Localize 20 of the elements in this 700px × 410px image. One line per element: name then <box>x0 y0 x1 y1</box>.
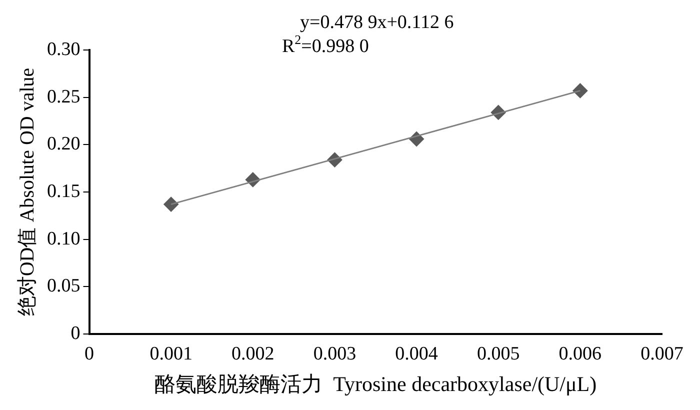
y-tick-label: 0.10 <box>47 228 80 250</box>
x-tick-label: 0.005 <box>476 343 520 364</box>
x-tick-label: 0.006 <box>558 343 602 364</box>
x-tick-label: 0.004 <box>395 343 438 364</box>
x-tick-label: 0.002 <box>232 343 274 364</box>
y-tick-label: 0 <box>70 322 80 344</box>
x-tick-label: 0.001 <box>150 343 192 364</box>
x-tick-label: 0.007 <box>640 343 684 364</box>
point <box>164 196 179 212</box>
y-tick-label: 0.20 <box>47 134 80 155</box>
x-axis-title: 酪氨酸脱羧酶活力 Tyrosine decarboxylase/(U/μL) <box>154 372 597 396</box>
point <box>572 83 588 98</box>
y-tick-label: 0.15 <box>47 180 80 202</box>
x-tick-label: 0 <box>84 343 94 364</box>
y-tick-label: 0.05 <box>47 276 80 297</box>
x-tick-label: 0.003 <box>313 343 356 364</box>
y-tick-label: 0.25 <box>47 86 80 108</box>
y-axis-title: 绝对OD值 Absolute OD value <box>16 68 38 316</box>
y-tick-label: 0.30 <box>47 38 80 60</box>
text: y=0.478 9x+0.112 6 <box>300 12 454 33</box>
